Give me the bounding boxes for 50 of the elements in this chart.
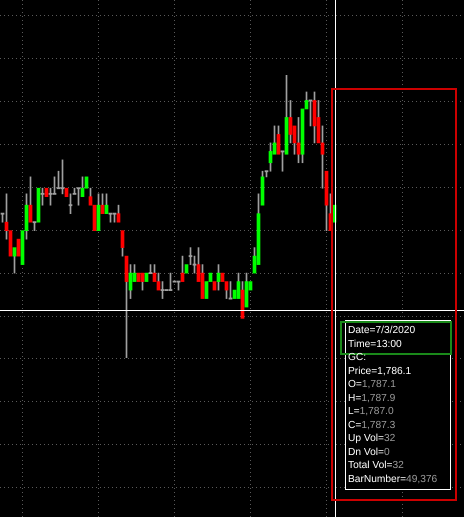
candlestick xyxy=(212,281,216,290)
candlestick xyxy=(144,272,148,282)
candlestick xyxy=(296,117,300,164)
text: Up Vol=32 xyxy=(348,433,396,444)
text: Date=7/3/2020 xyxy=(348,324,416,338)
text: GC: xyxy=(348,351,368,364)
text: Price=1,786.1 xyxy=(348,364,412,378)
candlestick xyxy=(96,194,100,231)
candlestick xyxy=(32,221,36,231)
candlestick xyxy=(280,150,284,172)
candlestick xyxy=(104,194,108,214)
candlestick xyxy=(64,188,68,198)
text: H=1,787.9 xyxy=(348,392,396,404)
text: Total Vol=32 xyxy=(348,460,404,471)
text: O=1,787.1 xyxy=(348,379,396,390)
candlestick xyxy=(44,188,48,198)
candlestick xyxy=(216,264,220,290)
candlestick xyxy=(240,281,244,319)
candlestick xyxy=(40,188,44,206)
candlestick xyxy=(12,247,16,274)
candlestick xyxy=(200,264,204,299)
text: BarNumber=49,376 xyxy=(348,474,438,484)
candlestick xyxy=(236,272,240,299)
candlestick xyxy=(148,264,152,274)
candlestick xyxy=(108,212,112,222)
candlestick xyxy=(156,272,160,290)
candlestick xyxy=(184,264,188,274)
candlestick xyxy=(136,272,140,282)
candlestick xyxy=(100,194,104,214)
candlestick xyxy=(268,142,272,172)
candlestick xyxy=(16,238,20,256)
text: Dn Vol=0 xyxy=(348,446,390,458)
candlestick xyxy=(228,281,232,300)
candlestick xyxy=(168,272,172,292)
candlestick xyxy=(176,280,180,290)
candlestick xyxy=(288,100,292,144)
candlestick xyxy=(36,188,40,222)
candlestick xyxy=(180,256,184,282)
text: L=1,787.0 xyxy=(348,406,394,417)
candlestick xyxy=(160,281,164,299)
text: C=1,787.3 xyxy=(348,420,396,430)
candlestick xyxy=(312,92,316,144)
candlestick xyxy=(244,272,248,308)
candlestick xyxy=(140,272,144,290)
candlestick xyxy=(116,204,120,222)
candlestick xyxy=(52,176,56,195)
candlestick xyxy=(28,176,32,222)
candlestick xyxy=(48,188,52,206)
candlestick xyxy=(188,247,192,265)
text: Time=13:00 xyxy=(348,338,403,351)
